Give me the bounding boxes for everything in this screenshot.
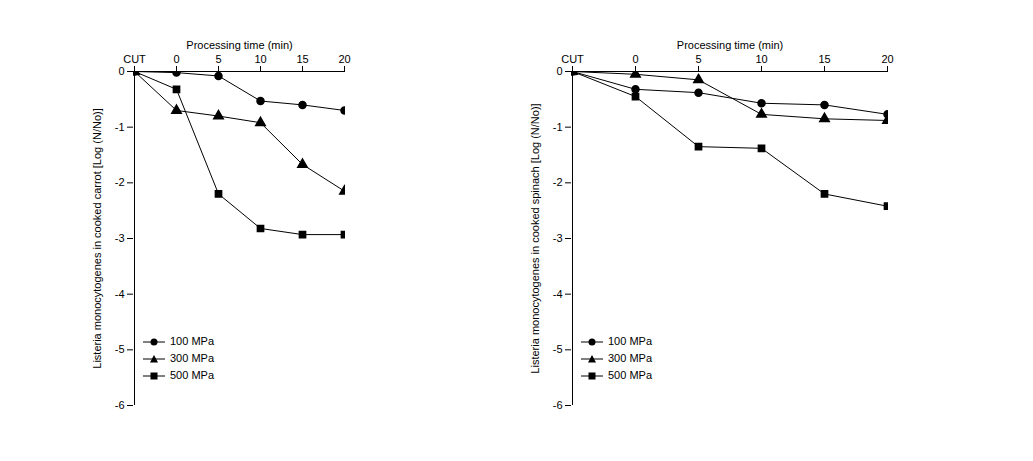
svg-text:10: 10 bbox=[254, 53, 266, 65]
svg-text:15: 15 bbox=[296, 53, 308, 65]
svg-text:10: 10 bbox=[755, 53, 767, 65]
svg-text:-1: -1 bbox=[115, 121, 125, 133]
svg-text:Listeria monocytogenes in cook: Listeria monocytogenes in cooked spinach… bbox=[529, 103, 541, 373]
svg-text:0: 0 bbox=[556, 65, 562, 77]
svg-text:-5: -5 bbox=[115, 343, 125, 355]
svg-text:Processing time (min): Processing time (min) bbox=[186, 39, 292, 51]
svg-text:-4: -4 bbox=[553, 288, 563, 300]
html-text:100 MPa: 100 MPa bbox=[608, 335, 652, 347]
svg-text:-5: -5 bbox=[553, 343, 563, 355]
html-text:300 MPa: 300 MPa bbox=[170, 352, 214, 364]
svg-text:-6: -6 bbox=[553, 399, 563, 411]
svg-text:CUT: CUT bbox=[123, 53, 146, 65]
svg-text:20: 20 bbox=[881, 53, 893, 65]
html-text:300 MPa: 300 MPa bbox=[608, 352, 652, 364]
svg-text:15: 15 bbox=[818, 53, 830, 65]
svg-text:-4: -4 bbox=[115, 288, 125, 300]
svg-text:0: 0 bbox=[632, 53, 638, 65]
svg-text:-3: -3 bbox=[115, 232, 125, 244]
svg-text:20: 20 bbox=[338, 53, 350, 65]
svg-text:-2: -2 bbox=[115, 176, 125, 188]
svg-text:5: 5 bbox=[695, 53, 701, 65]
html-text:100 MPa: 100 MPa bbox=[170, 335, 214, 347]
svg-text:-6: -6 bbox=[115, 399, 125, 411]
html-text:500 MPa: 500 MPa bbox=[608, 369, 652, 381]
svg-text:Listeria monocytogenes in cook: Listeria monocytogenes in cooked carrot … bbox=[91, 108, 103, 368]
svg-text:-2: -2 bbox=[553, 176, 563, 188]
svg-text:0: 0 bbox=[173, 53, 179, 65]
svg-text:CUT: CUT bbox=[561, 53, 584, 65]
svg-text:-1: -1 bbox=[553, 121, 563, 133]
svg-text:-3: -3 bbox=[553, 232, 563, 244]
svg-text:Processing time (min): Processing time (min) bbox=[677, 39, 783, 51]
svg-text:5: 5 bbox=[215, 53, 221, 65]
html-text:500 MPa: 500 MPa bbox=[170, 369, 214, 381]
svg-text:0: 0 bbox=[118, 65, 124, 77]
